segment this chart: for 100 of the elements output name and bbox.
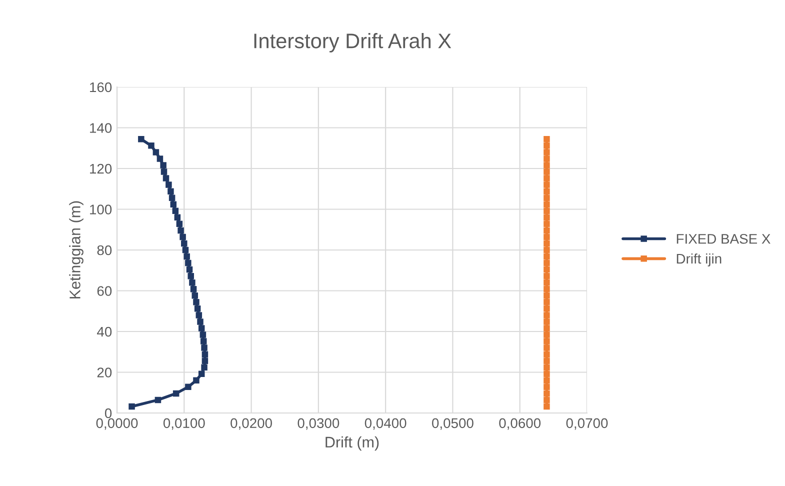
point (201, 344, 208, 351)
point (544, 162, 550, 168)
point (544, 299, 550, 306)
point (544, 338, 550, 344)
point (544, 136, 550, 142)
point (162, 175, 170, 182)
point (544, 175, 550, 182)
y-tick-label: 160 (90, 82, 112, 92)
point (200, 338, 207, 344)
x-tick-label: 0,0600 (499, 418, 541, 430)
point (544, 182, 550, 188)
point (193, 299, 200, 306)
y-axis-title: Ketinggian (m) (69, 201, 84, 298)
point (544, 246, 550, 254)
point (202, 351, 208, 358)
point (168, 188, 174, 194)
point (181, 240, 188, 247)
point (176, 220, 183, 228)
point (544, 351, 550, 358)
point (166, 182, 172, 188)
point (544, 168, 550, 175)
point (544, 332, 550, 338)
point (178, 227, 184, 234)
y-tick-label: 60 (97, 286, 112, 296)
x-tick-label: 0,0400 (364, 418, 406, 430)
point (196, 312, 202, 318)
point (544, 364, 550, 370)
y-tick-label: 100 (90, 204, 112, 214)
chart-title: Interstory Drift Arah X (254, 33, 452, 52)
point (544, 253, 550, 260)
point (544, 384, 550, 390)
y-tick-label: 140 (90, 123, 112, 133)
point (152, 149, 160, 156)
point (544, 325, 550, 332)
point (172, 390, 180, 397)
point (174, 214, 181, 221)
point (544, 292, 550, 299)
point (202, 358, 208, 364)
point (544, 377, 550, 384)
point (544, 214, 550, 221)
point (168, 194, 176, 201)
point (544, 318, 550, 325)
point (544, 234, 550, 240)
x-tick-label: 0,0500 (432, 418, 474, 430)
point (198, 325, 205, 332)
x-tick-label: 0,0300 (298, 418, 340, 430)
point (128, 403, 135, 410)
point (544, 201, 550, 208)
point (185, 384, 192, 390)
point (184, 253, 190, 260)
point (544, 344, 550, 351)
point (544, 312, 550, 318)
x-tick-label: 0,0100 (163, 418, 205, 430)
point (544, 240, 550, 247)
point (190, 286, 197, 292)
point (544, 396, 550, 404)
point (182, 246, 189, 254)
point (544, 306, 550, 312)
point (180, 234, 186, 240)
point (193, 377, 200, 384)
point (544, 358, 550, 364)
point (544, 403, 550, 410)
point (160, 168, 168, 175)
point (544, 266, 550, 273)
point (154, 396, 162, 404)
point (186, 266, 193, 273)
point (201, 364, 208, 370)
point (544, 279, 550, 286)
legend-label: FIXED BASE X (676, 234, 770, 244)
point (200, 332, 206, 338)
x-tick-label: 0,0000 (96, 418, 138, 430)
y-tick-label: 120 (90, 164, 112, 174)
legend-label: Drift ijin (676, 253, 722, 266)
point (189, 279, 196, 286)
point (544, 208, 550, 214)
point (192, 292, 198, 299)
point (198, 370, 205, 378)
point (544, 149, 550, 156)
point (194, 306, 201, 312)
point (148, 142, 154, 149)
point (156, 156, 164, 162)
point (544, 370, 550, 378)
point (544, 260, 550, 266)
point (172, 208, 179, 214)
point (197, 318, 204, 325)
point (160, 162, 166, 168)
point (188, 272, 194, 280)
point (544, 272, 550, 280)
point (544, 156, 550, 162)
point (138, 136, 144, 142)
x-axis-title: Drift (m) (326, 436, 379, 451)
y-tick-label: 80 (97, 245, 112, 256)
point (544, 390, 550, 397)
point (544, 188, 550, 194)
y-tick-label: 0 (104, 408, 112, 418)
x-tick-label: 0,0200 (230, 418, 272, 430)
y-tick-label: 20 (97, 368, 112, 378)
point (185, 260, 192, 266)
point (170, 201, 177, 208)
point (544, 142, 550, 149)
